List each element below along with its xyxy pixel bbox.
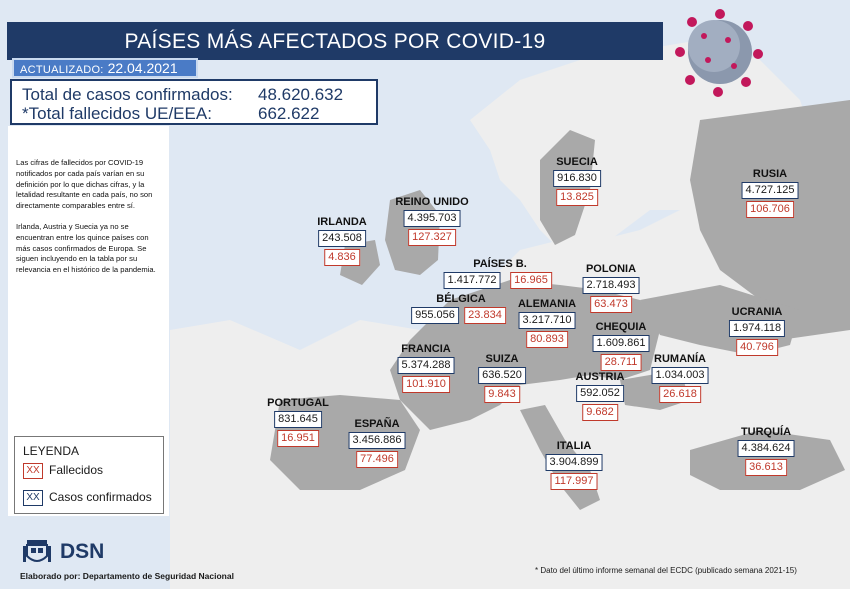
- updated-date: 22.04.2021: [107, 60, 178, 76]
- country-name: ALEMANIA: [517, 298, 577, 310]
- country-name: RUSIA: [752, 168, 788, 180]
- coronavirus-icon: [675, 9, 763, 97]
- totals-box: Total de casos confirmados: 48.620.632 *…: [10, 79, 378, 125]
- country-name: SUIZA: [485, 353, 519, 365]
- country-cases: 1.974.118: [728, 320, 786, 337]
- country-cases: 5.374.288: [397, 357, 455, 374]
- country-cases: 831.645: [274, 411, 322, 428]
- notes: Las cifras de fallecidos por COVID-19 no…: [16, 158, 164, 286]
- country-cases: 636.520: [478, 367, 526, 384]
- country-cases: 4.727.125: [741, 182, 799, 199]
- country-name: FRANCIA: [401, 343, 451, 355]
- country-name: IRLANDA: [317, 216, 367, 228]
- country-name: POLONIA: [585, 263, 637, 275]
- total-deaths-row: *Total fallecidos UE/EEA: 662.622: [22, 104, 319, 124]
- total-deaths-value: 662.622: [258, 104, 320, 123]
- legend-deaths-label: Fallecidos: [49, 463, 104, 478]
- country-deaths: 36.613: [745, 459, 787, 476]
- country-name: ITALIA: [556, 440, 592, 452]
- legend-cases-swatch: XX: [23, 490, 43, 506]
- updated-label: ACTUALIZADO:: [20, 64, 104, 76]
- country-name: SUECIA: [556, 156, 598, 168]
- total-confirmed-label: Total de casos confirmados:: [22, 85, 233, 104]
- country-name: RUMANÍA: [654, 353, 706, 365]
- credit-text: Elaborado por: Departamento de Seguridad…: [20, 571, 234, 581]
- country-deaths: 13.825: [556, 189, 598, 206]
- legend-title: LEYENDA: [23, 444, 80, 458]
- country-name: BÉLGICA: [436, 293, 486, 305]
- country-cases: 1.417.772: [443, 272, 501, 289]
- country-deaths: 117.997: [550, 473, 598, 490]
- country-deaths: 16.951: [277, 430, 319, 447]
- title-banner: PAÍSES MÁS AFECTADOS POR COVID-19: [7, 22, 663, 60]
- legend-deaths-swatch: XX: [23, 463, 43, 479]
- country-cases: 4.384.624: [737, 440, 795, 457]
- country-cases: 2.718.493: [582, 277, 640, 294]
- sweden-shape: [540, 130, 595, 245]
- country-deaths: 77.496: [356, 451, 398, 468]
- country-deaths: 4.836: [324, 249, 360, 266]
- country-name: UCRANIA: [731, 306, 783, 318]
- country-name: TURQUÍA: [740, 426, 792, 438]
- logo-text: DSN: [60, 540, 105, 563]
- country-deaths: 80.893: [526, 331, 568, 348]
- russia-shape: [690, 100, 850, 340]
- total-confirmed-row: Total de casos confirmados: 48.620.632: [22, 85, 343, 105]
- country-cases: 4.395.703: [403, 210, 461, 227]
- total-confirmed-value: 48.620.632: [258, 85, 344, 104]
- country-deaths: 23.834: [464, 307, 506, 324]
- country-deaths: 26.618: [659, 386, 701, 403]
- country-deaths: 63.473: [590, 296, 632, 313]
- country-cases: 592.052: [576, 385, 624, 402]
- country-deaths: 16.965: [510, 272, 552, 289]
- country-deaths: 9.682: [582, 404, 618, 421]
- country-name: AUSTRIA: [575, 371, 625, 383]
- country-deaths: 28.711: [600, 354, 642, 371]
- country-cases: 916.830: [553, 170, 601, 187]
- note-paragraph: Las cifras de fallecidos por COVID-19 no…: [16, 158, 153, 211]
- page-title: PAÍSES MÁS AFECTADOS POR COVID-19: [124, 30, 546, 53]
- legend: LEYENDA XX Fallecidos XX Casos confirmados: [14, 436, 164, 514]
- footnote: * Dato del último informe semanal del EC…: [535, 566, 797, 575]
- country-cases: 3.217.710: [518, 312, 576, 329]
- legend-deaths-row: XX Fallecidos: [23, 463, 103, 479]
- country-deaths: 101.910: [402, 376, 450, 393]
- country-cases: 3.456.886: [348, 432, 406, 449]
- country-deaths: 127.327: [408, 229, 456, 246]
- country-cases: 955.056: [411, 307, 459, 324]
- legend-cases-row: XX Casos confirmados: [23, 490, 152, 506]
- country-cases: 243.508: [318, 230, 366, 247]
- dsn-logo: DSN: [22, 538, 142, 566]
- country-name: PORTUGAL: [267, 397, 329, 409]
- country-deaths: 9.843: [484, 386, 520, 403]
- note-paragraph: Irlanda, Austria y Suecia ya no se encue…: [16, 221, 156, 275]
- country-name: REINO UNIDO: [395, 196, 469, 208]
- country-name: PAÍSES B.: [473, 258, 527, 270]
- country-name: CHEQUIA: [595, 321, 647, 333]
- country-cases: 3.904.899: [545, 454, 603, 471]
- ukraine-shape: [640, 285, 800, 355]
- spain-coat-of-arms-icon: [23, 540, 51, 562]
- country-cases: 1.609.861: [592, 335, 650, 352]
- total-deaths-label: *Total fallecidos UE/EEA:: [22, 104, 212, 123]
- legend-cases-label: Casos confirmados: [49, 490, 152, 505]
- country-cases: 1.034.003: [651, 367, 709, 384]
- updated-badge: ACTUALIZADO: 22.04.2021: [12, 58, 198, 78]
- country-deaths: 106.706: [746, 201, 794, 218]
- country-deaths: 40.796: [736, 339, 778, 356]
- country-name: ESPAÑA: [354, 418, 400, 430]
